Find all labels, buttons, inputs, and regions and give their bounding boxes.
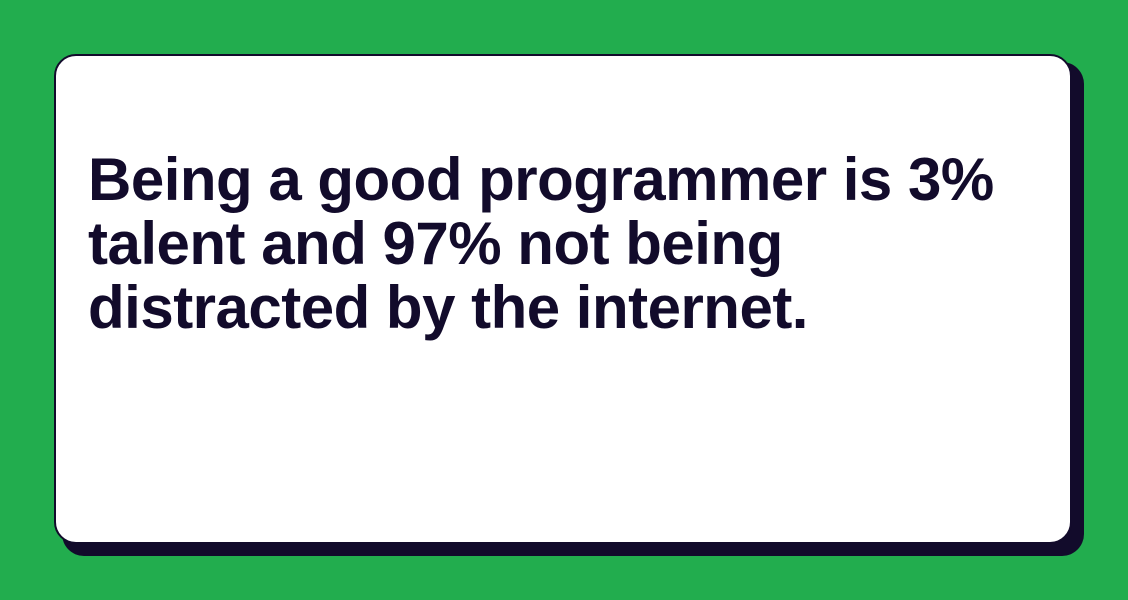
quote-card: Being a good programmer is 3% talent and…: [54, 54, 1072, 544]
quote-line-2: talent and 97% not being: [88, 210, 783, 277]
quote-text: Being a good programmer is 3% talent and…: [88, 148, 1048, 340]
quote-line-1: Being a good programmer is 3%: [88, 146, 994, 213]
quote-line-3: distracted by the internet.: [88, 274, 808, 341]
